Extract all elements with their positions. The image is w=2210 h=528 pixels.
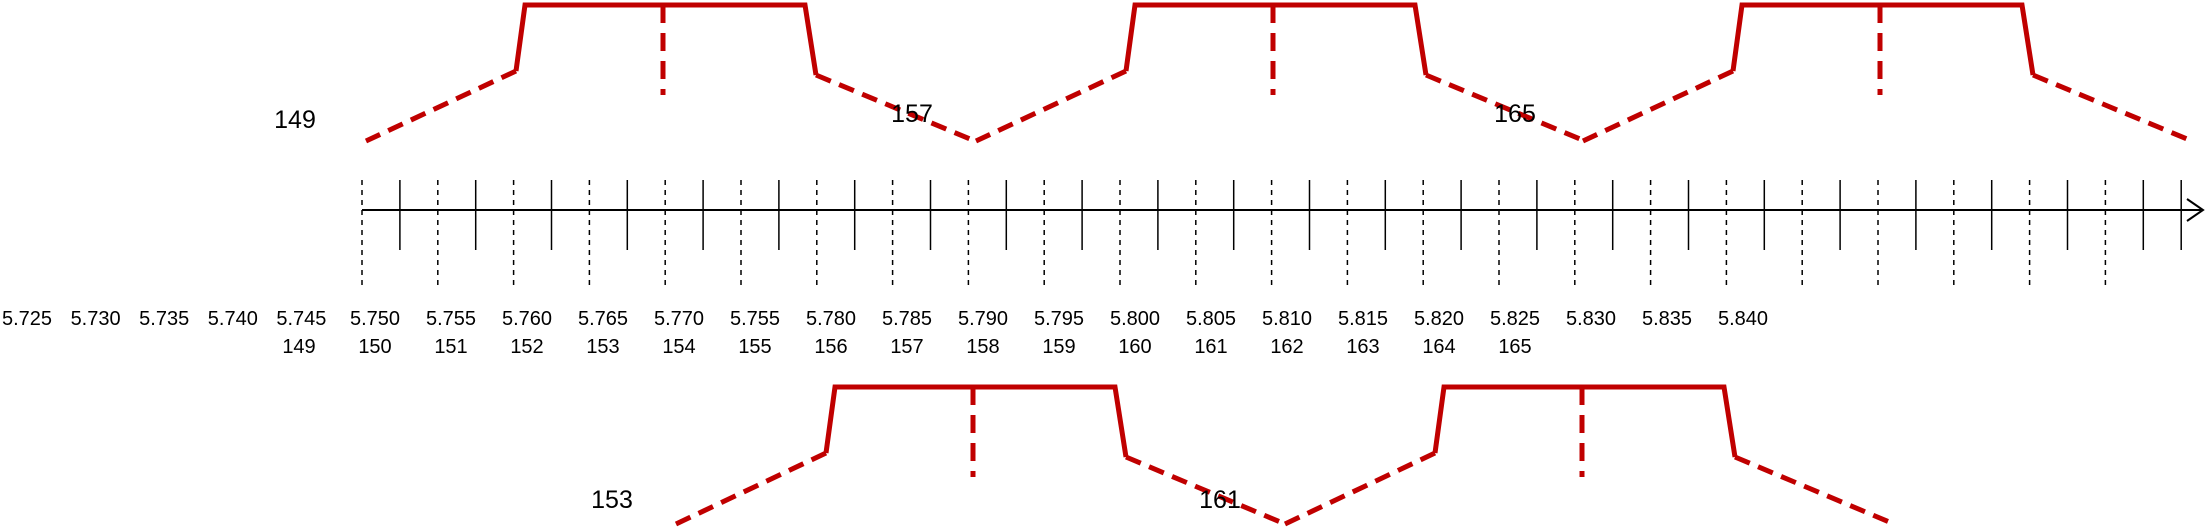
- frequency-label: 5.780: [806, 308, 856, 330]
- mask-right-slope: [815, 72, 976, 144]
- mask-left-slope: [1581, 68, 1735, 144]
- mask-channel-label: 149: [274, 106, 316, 134]
- mask-body: [1432, 384, 1738, 458]
- channel-label: 160: [1118, 336, 1151, 358]
- mask-channel-label: 157: [891, 100, 933, 128]
- channel-mask-shape: [674, 384, 1286, 527]
- mask-body: [823, 384, 1129, 458]
- frequency-label: 5.795: [1034, 308, 1084, 330]
- frequency-label: 5.820: [1414, 308, 1464, 330]
- channel-mask-shape: [974, 2, 1586, 144]
- frequency-label: 5.735: [139, 308, 189, 330]
- frequency-label: 5.760: [502, 308, 552, 330]
- channel-label: 159: [1042, 336, 1075, 358]
- frequency-label: 5.805: [1186, 308, 1236, 330]
- frequency-label: 5.730: [71, 308, 121, 330]
- channel-label: 152: [510, 336, 543, 358]
- mask-right-slope: [1125, 454, 1286, 527]
- frequency-label: 5.840: [1718, 308, 1768, 330]
- frequency-label: 5.750: [350, 308, 400, 330]
- mask-left-slope: [364, 68, 518, 144]
- frequency-label: 5.800: [1110, 308, 1160, 330]
- top-channel-masks: 149 157 165: [274, 2, 2193, 144]
- channel-label: 154: [662, 336, 695, 358]
- channel-label: 150: [358, 336, 391, 358]
- frequency-label: 5.830: [1566, 308, 1616, 330]
- channel-mask-shape: [1581, 2, 2193, 144]
- frequency-label: 5.755: [730, 308, 780, 330]
- frequency-label: 5.785: [882, 308, 932, 330]
- channel-label: 161: [1194, 336, 1227, 358]
- tick-marks: [361, 180, 2182, 285]
- frequency-label: 5.815: [1338, 308, 1388, 330]
- mask-body: [1123, 2, 1429, 76]
- frequency-label: 5.755: [426, 308, 476, 330]
- channel-label: 162: [1270, 336, 1303, 358]
- mask-right-slope: [2032, 72, 2193, 144]
- channel-label: 156: [814, 336, 847, 358]
- frequency-label: 5.810: [1262, 308, 1312, 330]
- mask-body: [1730, 2, 2036, 76]
- bottom-channel-masks: 153 161: [591, 384, 1895, 527]
- channel-label: 158: [966, 336, 999, 358]
- frequency-label: 5.825: [1490, 308, 1540, 330]
- frequency-label: 5.835: [1642, 308, 1692, 330]
- frequency-axis: [362, 198, 2205, 222]
- channel-label: 151: [434, 336, 467, 358]
- mask-right-slope: [1425, 72, 1586, 144]
- frequency-label: 5.790: [958, 308, 1008, 330]
- frequency-label: 5.740: [208, 308, 258, 330]
- mask-channel-label: 153: [591, 486, 633, 514]
- mask-left-slope: [674, 450, 828, 527]
- channel-label: 157: [890, 336, 923, 358]
- channel-label: 164: [1422, 336, 1455, 358]
- mask-channel-label: 161: [1199, 486, 1241, 514]
- channel-label: 149: [282, 336, 315, 358]
- channel-label-row: 149 150 151 152 153 154 155 156 157 158 159 160 161 1…: [282, 336, 1531, 358]
- mask-left-slope: [974, 68, 1128, 144]
- mask-right-slope: [1734, 454, 1895, 527]
- channel-mask-shape: [364, 2, 976, 144]
- mask-body: [513, 2, 819, 76]
- axis-arrow-icon: [2186, 198, 2205, 222]
- channel-label: 153: [586, 336, 619, 358]
- channel-label: 165: [1498, 336, 1531, 358]
- frequency-label: 5.765: [578, 308, 628, 330]
- frequency-label-row: 5.725 5.730 5.735 5.740 5.745 5.750 5.755 5.760…: [2, 308, 1768, 330]
- channel-label: 155: [738, 336, 771, 358]
- frequency-label: 5.725: [2, 308, 52, 330]
- mask-channel-label: 165: [1494, 100, 1536, 128]
- channel-mask-shape: [1283, 384, 1895, 527]
- mask-left-slope: [1283, 450, 1437, 527]
- frequency-label: 5.770: [654, 308, 704, 330]
- channel-label: 163: [1346, 336, 1379, 358]
- frequency-label: 5.745: [276, 308, 326, 330]
